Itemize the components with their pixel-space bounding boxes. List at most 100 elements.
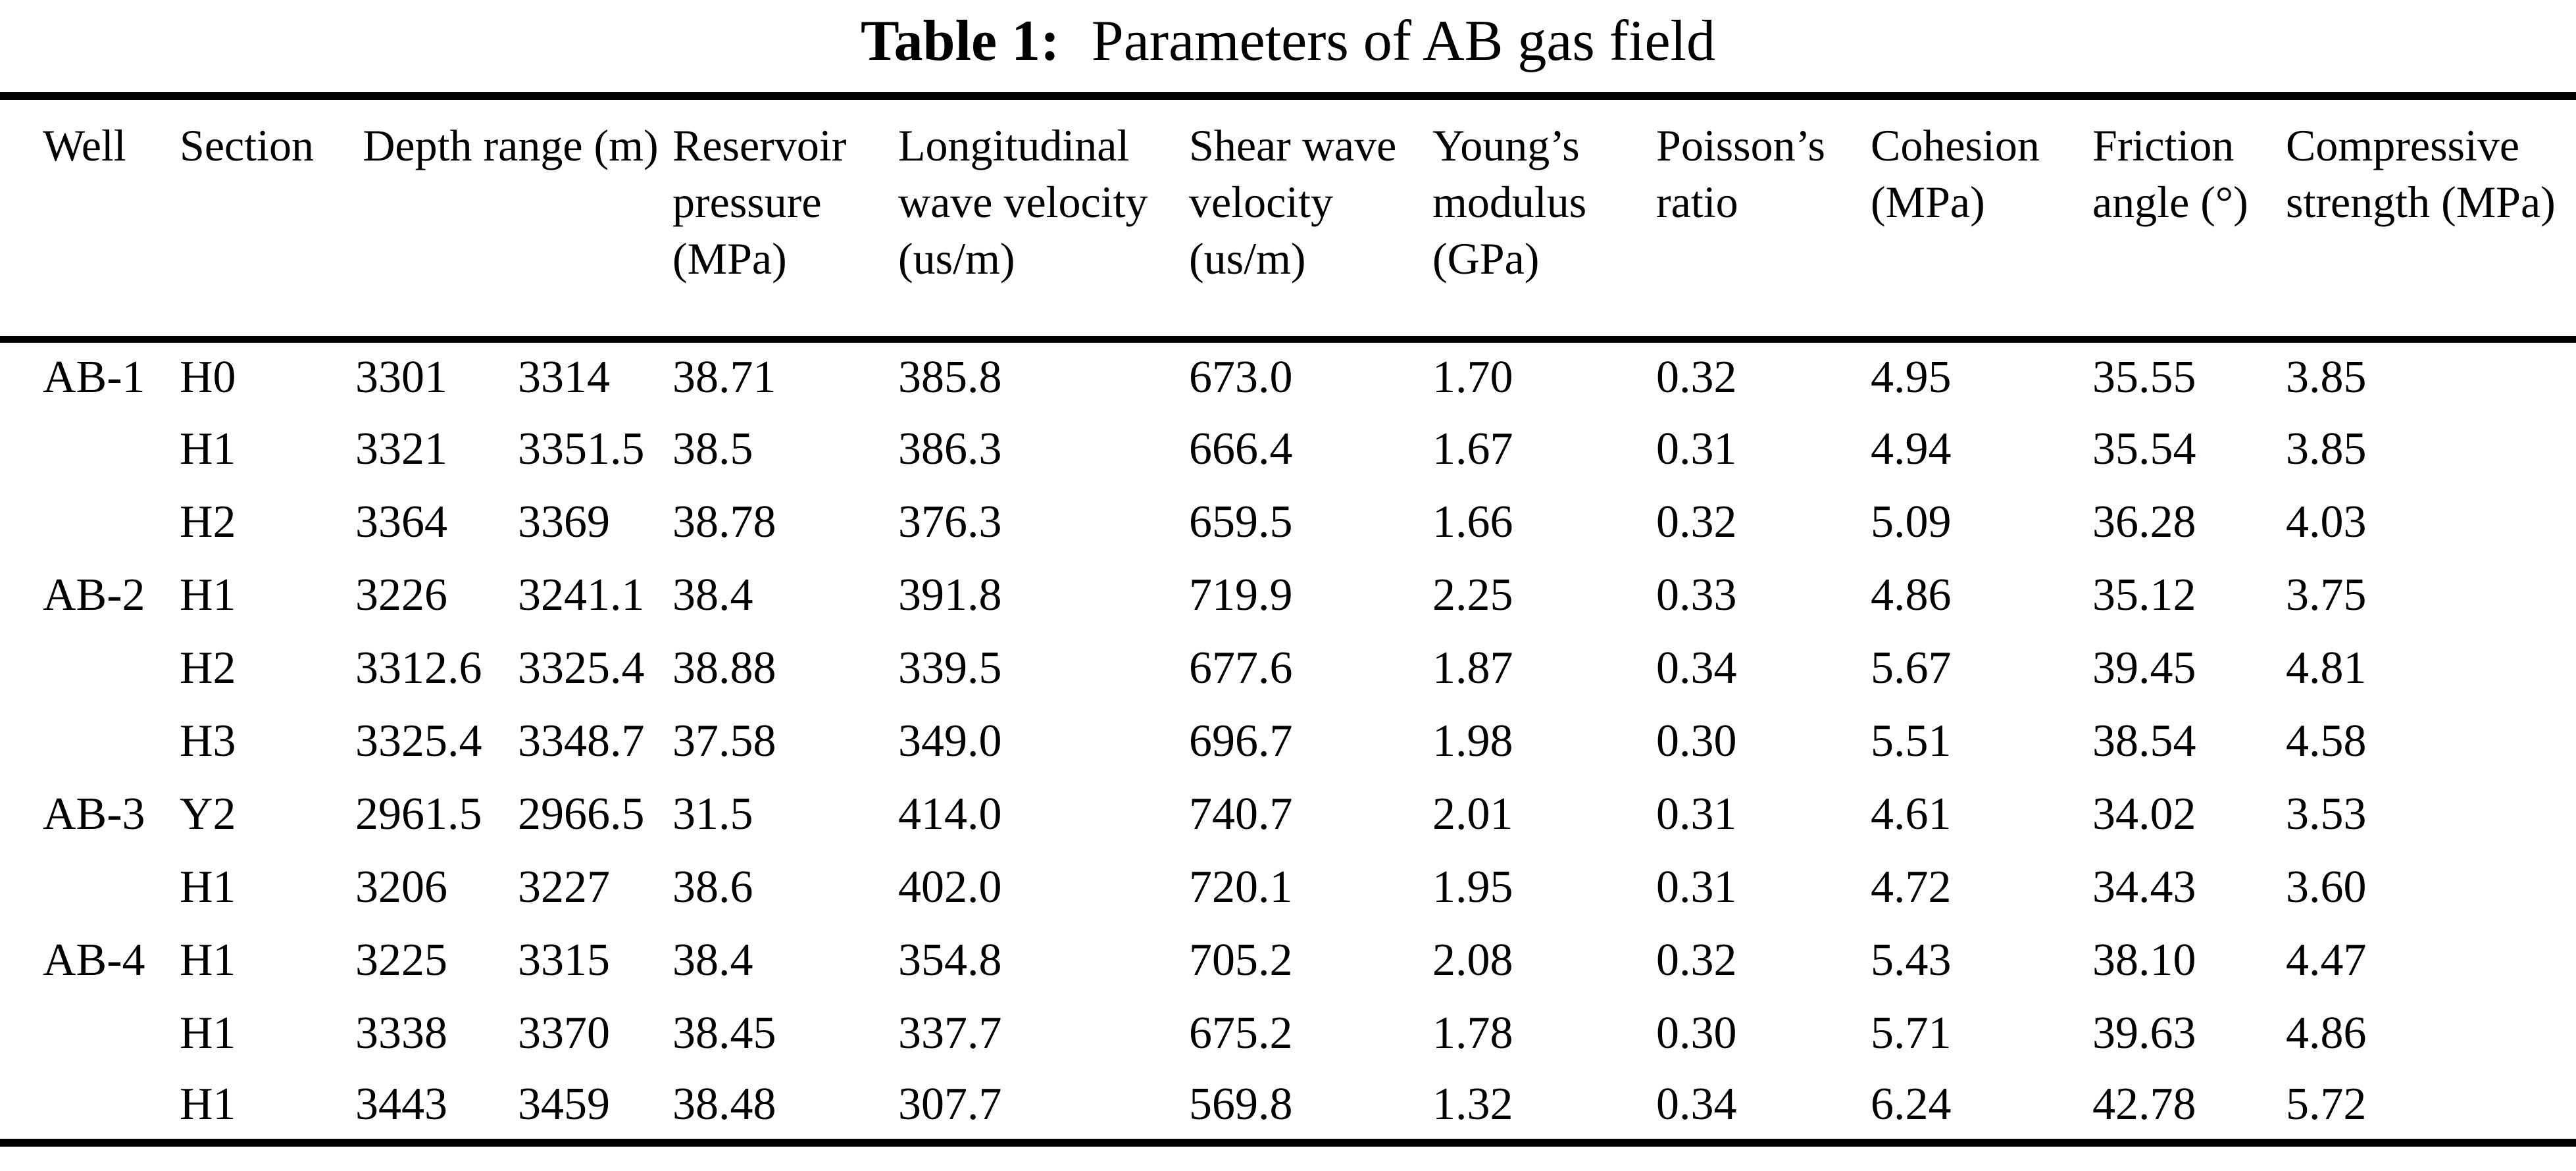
cell-well — [0, 486, 180, 559]
table-row: AB-4 H1 3225 3315 38.4 354.8 705.2 2.08 0.32 5.43… — [0, 924, 2576, 997]
cell-cohesion: 6.24 — [1871, 1078, 1952, 1130]
cell-youngs_modulus: 1.98 — [1432, 715, 1513, 766]
cell-depth_from: 3443 — [355, 1078, 447, 1130]
cell-longitudinal_wave_velocity: 349.0 — [898, 715, 1002, 766]
cell-youngs_modulus: 1.95 — [1432, 861, 1513, 912]
cell-shear_wave_velocity: 740.7 — [1189, 788, 1293, 839]
cell-compressive_strength: 4.47 — [2286, 934, 2367, 985]
column-header-cohesion: Cohesion (MPa) — [1871, 120, 2040, 227]
cell-well — [0, 632, 180, 705]
cell-shear_wave_velocity: 705.2 — [1189, 934, 1293, 985]
cell-depth_from: 3364 — [355, 496, 447, 547]
cell-friction_angle: 38.54 — [2092, 715, 2196, 766]
cell-section: Y2 — [180, 788, 236, 839]
cell-compressive_strength: 3.75 — [2286, 569, 2367, 620]
table-caption: Table 1: Parameters of AB gas field — [0, 0, 2576, 87]
column-header-poissons_ratio: Poisson’s ratio — [1656, 120, 1825, 227]
cell-section: H2 — [180, 496, 236, 547]
table-row: AB-3 Y2 2961.5 2966.5 31.5 414.0 740.7 2.01 0.31… — [0, 778, 2576, 851]
cell-cohesion: 4.61 — [1871, 788, 1952, 839]
cell-reservoir_pressure: 38.4 — [672, 569, 753, 620]
cell-friction_angle: 35.54 — [2092, 423, 2196, 474]
cell-section: H2 — [180, 642, 236, 693]
cell-compressive_strength: 3.85 — [2286, 423, 2367, 474]
column-header-reservoir_pressure: Reservoir pressure (MPa) — [672, 120, 847, 284]
cell-reservoir_pressure: 38.6 — [672, 861, 753, 912]
cell-poissons_ratio: 0.31 — [1656, 788, 1737, 839]
cell-reservoir_pressure: 38.48 — [672, 1078, 776, 1130]
cell-compressive_strength: 4.86 — [2286, 1007, 2367, 1059]
cell-reservoir_pressure: 37.58 — [672, 715, 776, 766]
cell-depth_from: 3338 — [355, 1007, 447, 1059]
cell-longitudinal_wave_velocity: 339.5 — [898, 642, 1002, 693]
cell-reservoir_pressure: 38.78 — [672, 496, 776, 547]
cell-compressive_strength: 4.03 — [2286, 496, 2367, 547]
cell-youngs_modulus: 1.67 — [1432, 423, 1513, 474]
cell-cohesion: 4.72 — [1871, 861, 1952, 912]
cell-youngs_modulus: 2.08 — [1432, 934, 1513, 985]
cell-section: H3 — [180, 715, 236, 766]
cell-shear_wave_velocity: 719.9 — [1189, 569, 1293, 620]
cell-longitudinal_wave_velocity: 402.0 — [898, 861, 1002, 912]
cell-compressive_strength: 3.85 — [2286, 352, 2367, 403]
cell-reservoir_pressure: 38.45 — [672, 1007, 776, 1059]
cell-section: H1 — [180, 1007, 236, 1059]
cell-longitudinal_wave_velocity: 414.0 — [898, 788, 1002, 839]
cell-shear_wave_velocity: 696.7 — [1189, 715, 1293, 766]
header-row: Well Section Depth range (m) Reservoir pres… — [0, 96, 2576, 339]
cell-reservoir_pressure: 38.5 — [672, 423, 753, 474]
column-header-longitudinal_wave_velocity: Longitudinal wave velocity (us/m) — [898, 120, 1148, 284]
cell-poissons_ratio: 0.32 — [1656, 496, 1737, 547]
cell-longitudinal_wave_velocity: 385.8 — [898, 352, 1002, 403]
cell-shear_wave_velocity: 659.5 — [1189, 496, 1293, 547]
cell-section: H1 — [180, 1078, 236, 1130]
table-row: H1 3443 3459 38.48 307.7 569.8 1.32 0.34 6.24 42.… — [0, 1070, 2576, 1143]
cell-depth_to: 3369 — [518, 496, 610, 547]
cell-cohesion: 5.51 — [1871, 715, 1952, 766]
cell-longitudinal_wave_velocity: 376.3 — [898, 496, 1002, 547]
cell-friction_angle: 35.55 — [2092, 352, 2196, 403]
cell-longitudinal_wave_velocity: 337.7 — [898, 1007, 1002, 1059]
cell-youngs_modulus: 2.25 — [1432, 569, 1513, 620]
cell-reservoir_pressure: 38.71 — [672, 352, 776, 403]
cell-poissons_ratio: 0.31 — [1656, 861, 1737, 912]
column-header-friction_angle: Friction angle (°) — [2092, 120, 2248, 227]
table-caption-text: Parameters of AB gas field — [1091, 9, 1715, 73]
cell-section: H1 — [180, 569, 236, 620]
cell-compressive_strength: 4.81 — [2286, 642, 2367, 693]
cell-longitudinal_wave_velocity: 354.8 — [898, 934, 1002, 985]
cell-well: AB-2 — [43, 569, 145, 620]
cell-well — [0, 997, 180, 1070]
cell-youngs_modulus: 1.78 — [1432, 1007, 1513, 1059]
cell-depth_from: 3312.6 — [355, 642, 482, 693]
cell-depth_to: 3314 — [518, 352, 610, 403]
column-header-well: Well — [43, 120, 126, 170]
cell-well — [0, 705, 180, 778]
cell-youngs_modulus: 1.87 — [1432, 642, 1513, 693]
cell-cohesion: 4.95 — [1871, 352, 1952, 403]
cell-depth_from: 3206 — [355, 861, 447, 912]
cell-poissons_ratio: 0.32 — [1656, 934, 1737, 985]
cell-poissons_ratio: 0.30 — [1656, 1007, 1737, 1059]
cell-youngs_modulus: 2.01 — [1432, 788, 1513, 839]
cell-friction_angle: 34.02 — [2092, 788, 2196, 839]
cell-youngs_modulus: 1.66 — [1432, 496, 1513, 547]
cell-shear_wave_velocity: 720.1 — [1189, 861, 1293, 912]
cell-compressive_strength: 3.60 — [2286, 861, 2367, 912]
cell-friction_angle: 38.10 — [2092, 934, 2196, 985]
table-row: H1 3321 3351.5 38.5 386.3 666.4 1.67 0.31 4.94 35… — [0, 412, 2576, 486]
cell-depth_from: 3301 — [355, 352, 447, 403]
cell-cohesion: 5.09 — [1871, 496, 1952, 547]
cell-youngs_modulus: 1.32 — [1432, 1078, 1513, 1130]
cell-well: AB-1 — [43, 352, 145, 403]
cell-friction_angle: 39.45 — [2092, 642, 2196, 693]
column-header-section: Section — [180, 120, 314, 170]
table-row: AB-1 H0 3301 3314 38.71 385.8 673.0 1.70 0.32 4.9… — [0, 339, 2576, 412]
cell-depth_to: 2966.5 — [518, 788, 645, 839]
cell-depth_to: 3315 — [518, 934, 610, 985]
table-row: H2 3312.6 3325.4 38.88 339.5 677.6 1.87 0.34 5.6… — [0, 632, 2576, 705]
cell-friction_angle: 36.28 — [2092, 496, 2196, 547]
cell-well: AB-3 — [43, 788, 145, 839]
cell-friction_angle: 39.63 — [2092, 1007, 2196, 1059]
